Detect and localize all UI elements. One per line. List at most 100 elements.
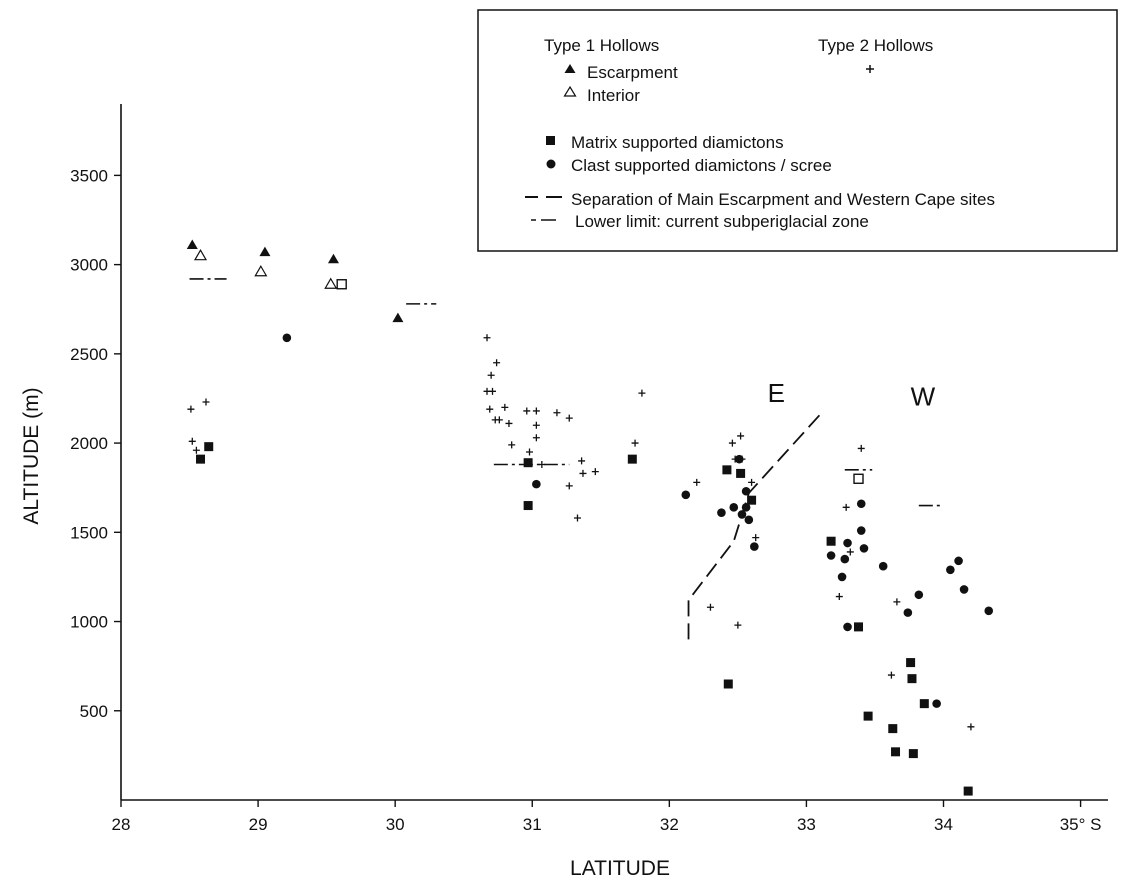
y-tick-label: 3500	[70, 166, 108, 185]
type2-marker	[737, 432, 745, 440]
clast-marker	[826, 551, 836, 560]
clast-marker	[681, 490, 691, 500]
clast-marker	[744, 515, 754, 525]
type2-marker	[493, 359, 501, 367]
x-tick-label: 34	[934, 815, 953, 834]
type2-marker	[553, 409, 561, 417]
legend-box	[477, 9, 1118, 252]
y-tick-label: 1500	[70, 523, 108, 542]
legend-interior-marker	[563, 85, 577, 97]
clast-marker	[954, 556, 963, 566]
type2-marker	[752, 534, 760, 542]
legend-separation-label: Separation of Main Escarpment and Wester…	[571, 190, 995, 209]
legend-clast-marker	[546, 159, 556, 169]
type2-marker	[706, 603, 714, 611]
matrix-marker	[908, 749, 918, 759]
type2-marker	[591, 468, 599, 476]
x-tick-label: 33	[797, 815, 816, 834]
x-axis-title: LATITUDE	[570, 857, 670, 880]
clast-marker	[856, 499, 866, 509]
matrix-marker	[723, 679, 733, 689]
type2-marker	[486, 405, 494, 413]
type2-marker	[487, 371, 495, 379]
type2-marker	[526, 448, 534, 456]
matrix-marker	[523, 501, 533, 511]
type2-marker	[505, 419, 513, 427]
type2-marker	[565, 482, 573, 490]
clast-marker	[959, 585, 969, 594]
legend-matrix-marker	[546, 136, 555, 145]
matrix-marker	[196, 454, 206, 464]
type2-marker	[857, 444, 865, 452]
matrix-marker	[907, 674, 917, 684]
type2-marker	[728, 439, 736, 447]
reference-lines	[189, 278, 944, 640]
clast-marker	[840, 554, 850, 564]
type2-marker	[734, 621, 742, 629]
x-tick-label: 29	[249, 815, 268, 834]
interior-marker	[193, 248, 208, 261]
clast-marker	[741, 486, 751, 496]
matrix-marker	[523, 458, 533, 468]
clast-marker	[914, 590, 924, 600]
matrix-marker	[204, 442, 214, 452]
clast-marker	[856, 526, 866, 535]
legend-escarpment-marker	[564, 64, 576, 73]
type2-marker	[638, 389, 646, 397]
type2-marker	[532, 434, 540, 442]
x-tick-label: 31	[523, 815, 542, 834]
type2-marker	[508, 441, 516, 449]
type2-marker	[532, 407, 540, 415]
clast-marker	[741, 503, 751, 512]
matrix-marker	[826, 536, 836, 546]
matrix-marker	[722, 465, 732, 475]
clast-marker	[903, 608, 913, 617]
type2-marker	[523, 407, 531, 415]
matrix-open-marker	[336, 279, 347, 290]
clast-marker	[737, 510, 747, 519]
escarpment-marker	[392, 312, 404, 323]
separation-line	[687, 413, 821, 640]
type2-marker	[887, 671, 895, 679]
type2-marker	[893, 598, 901, 606]
legend-escarpment-label: Escarpment	[587, 63, 678, 82]
type2-marker	[835, 593, 843, 601]
matrix-marker	[736, 468, 746, 478]
clast-marker	[984, 606, 994, 616]
clast-marker	[878, 561, 888, 571]
escarpment-marker	[186, 239, 198, 249]
x-tick-label: 28	[112, 815, 131, 834]
type2-marker	[731, 455, 739, 463]
matrix-marker	[919, 699, 929, 709]
clast-marker	[532, 479, 541, 489]
matrix-marker	[627, 454, 637, 464]
type2-marker	[202, 398, 210, 406]
y-tick-label: 1000	[70, 613, 108, 632]
y-tick-label: 3000	[70, 256, 108, 275]
type2-marker	[483, 334, 491, 342]
clast-marker	[750, 542, 759, 551]
legend-clast-label: Clast supported diamictons / scree	[571, 156, 832, 175]
type2-marker	[488, 387, 496, 395]
matrix-marker	[963, 786, 973, 796]
type2-marker	[579, 469, 587, 477]
x-tick-label: 32	[660, 815, 679, 834]
clast-marker	[859, 544, 869, 553]
clast-marker	[946, 565, 955, 575]
matrix-open-marker	[853, 473, 864, 484]
interior-marker	[254, 265, 268, 277]
matrix-marker	[854, 622, 864, 632]
type2-marker	[967, 723, 975, 731]
clast-marker	[843, 538, 852, 548]
matrix-marker	[863, 711, 873, 721]
type2-marker	[748, 478, 756, 486]
type2-marker	[495, 416, 503, 424]
y-tick-label: 2000	[70, 434, 108, 453]
escarpment-marker	[259, 246, 271, 257]
type2-marker	[538, 460, 546, 468]
clast-marker	[843, 622, 852, 632]
y-tick-label: 2500	[70, 345, 108, 364]
type2-marker	[846, 548, 854, 556]
